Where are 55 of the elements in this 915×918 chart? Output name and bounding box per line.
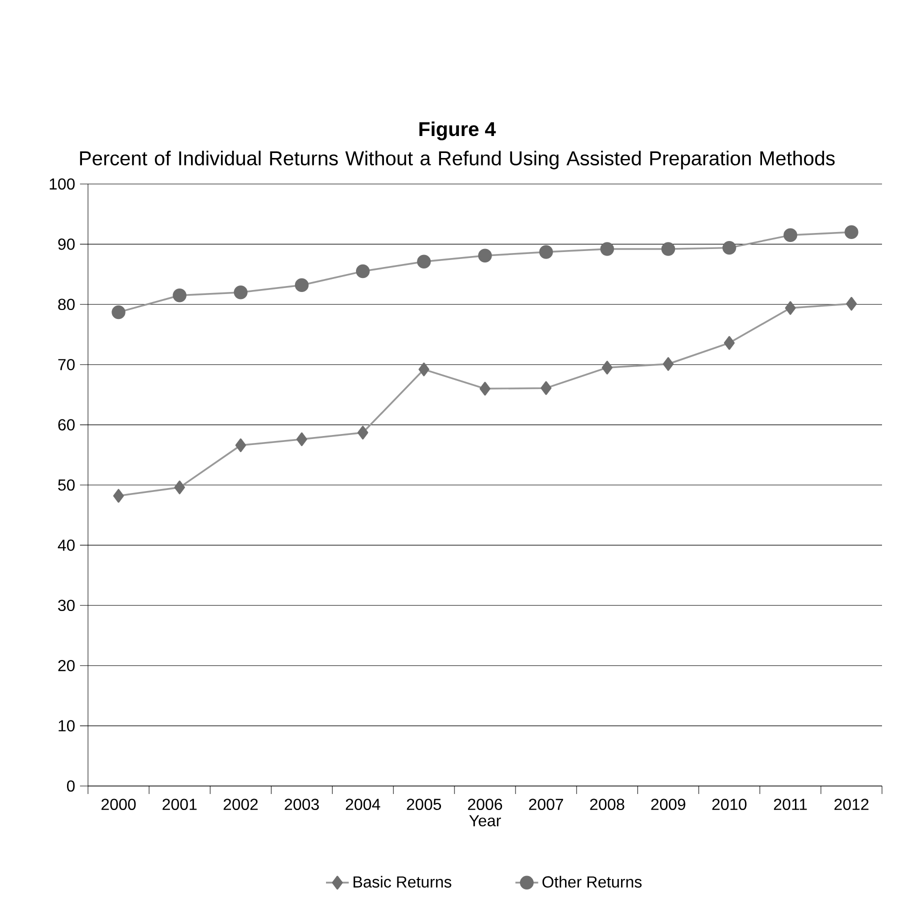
point [722, 240, 736, 255]
point [540, 381, 552, 395]
x-tick-label: 2012 [834, 798, 868, 810]
point [600, 242, 614, 256]
point [356, 264, 370, 278]
legend-label: Basic Returns [354, 876, 452, 888]
y-tick-label: 80 [58, 298, 75, 310]
chart-subtitle: Percent of Individual Returns Without a Refund Using Assisted Preparation Methods [80, 150, 835, 170]
point [112, 305, 126, 320]
x-tick-label: 2011 [774, 798, 807, 810]
y-tick-label: 90 [58, 238, 75, 250]
y-tick-label: 100 [50, 178, 75, 190]
point [844, 225, 858, 240]
legend-label: Other Returns [542, 876, 642, 888]
point [539, 245, 553, 259]
y-tick-label: 30 [58, 600, 75, 612]
point [846, 296, 857, 311]
point [418, 362, 430, 376]
x-tick-label: 2003 [284, 798, 319, 810]
x-axis-title: Year [469, 815, 501, 826]
x-tick-label: 2005 [406, 798, 442, 810]
y-tick-label: 50 [58, 479, 75, 491]
x-tick-label: 2007 [529, 798, 564, 810]
point [480, 382, 490, 396]
point [724, 336, 735, 350]
point [357, 426, 368, 440]
point [784, 228, 798, 242]
point [785, 301, 796, 315]
y-tick-label: 10 [58, 720, 75, 732]
x-tick-label: 2001 [162, 798, 197, 810]
x-tick-label: 2010 [712, 798, 746, 810]
point [113, 488, 124, 503]
y-tick-label: 60 [58, 419, 75, 430]
x-tick-label: 2000 [102, 798, 136, 810]
point [602, 360, 613, 374]
y-tick-label: 40 [58, 540, 75, 551]
x-tick-label: 2004 [346, 798, 380, 810]
y-tick-label: 0 [67, 780, 75, 792]
x-tick-label: 2008 [590, 798, 624, 810]
point [294, 278, 309, 292]
point [478, 248, 492, 263]
point [661, 242, 676, 256]
point [174, 480, 185, 494]
y-tick-label: 20 [58, 660, 75, 672]
x-tick-label: 2009 [651, 798, 686, 810]
point [235, 438, 246, 452]
y-tick-label: 70 [58, 358, 75, 370]
point [234, 285, 248, 300]
x-tick-label: 2002 [224, 798, 258, 810]
point [417, 254, 431, 269]
x-tick-label: 2006 [468, 798, 502, 810]
point [662, 357, 674, 371]
chart-title: Figure 4 [419, 122, 496, 140]
point [172, 288, 186, 302]
point [296, 432, 308, 446]
